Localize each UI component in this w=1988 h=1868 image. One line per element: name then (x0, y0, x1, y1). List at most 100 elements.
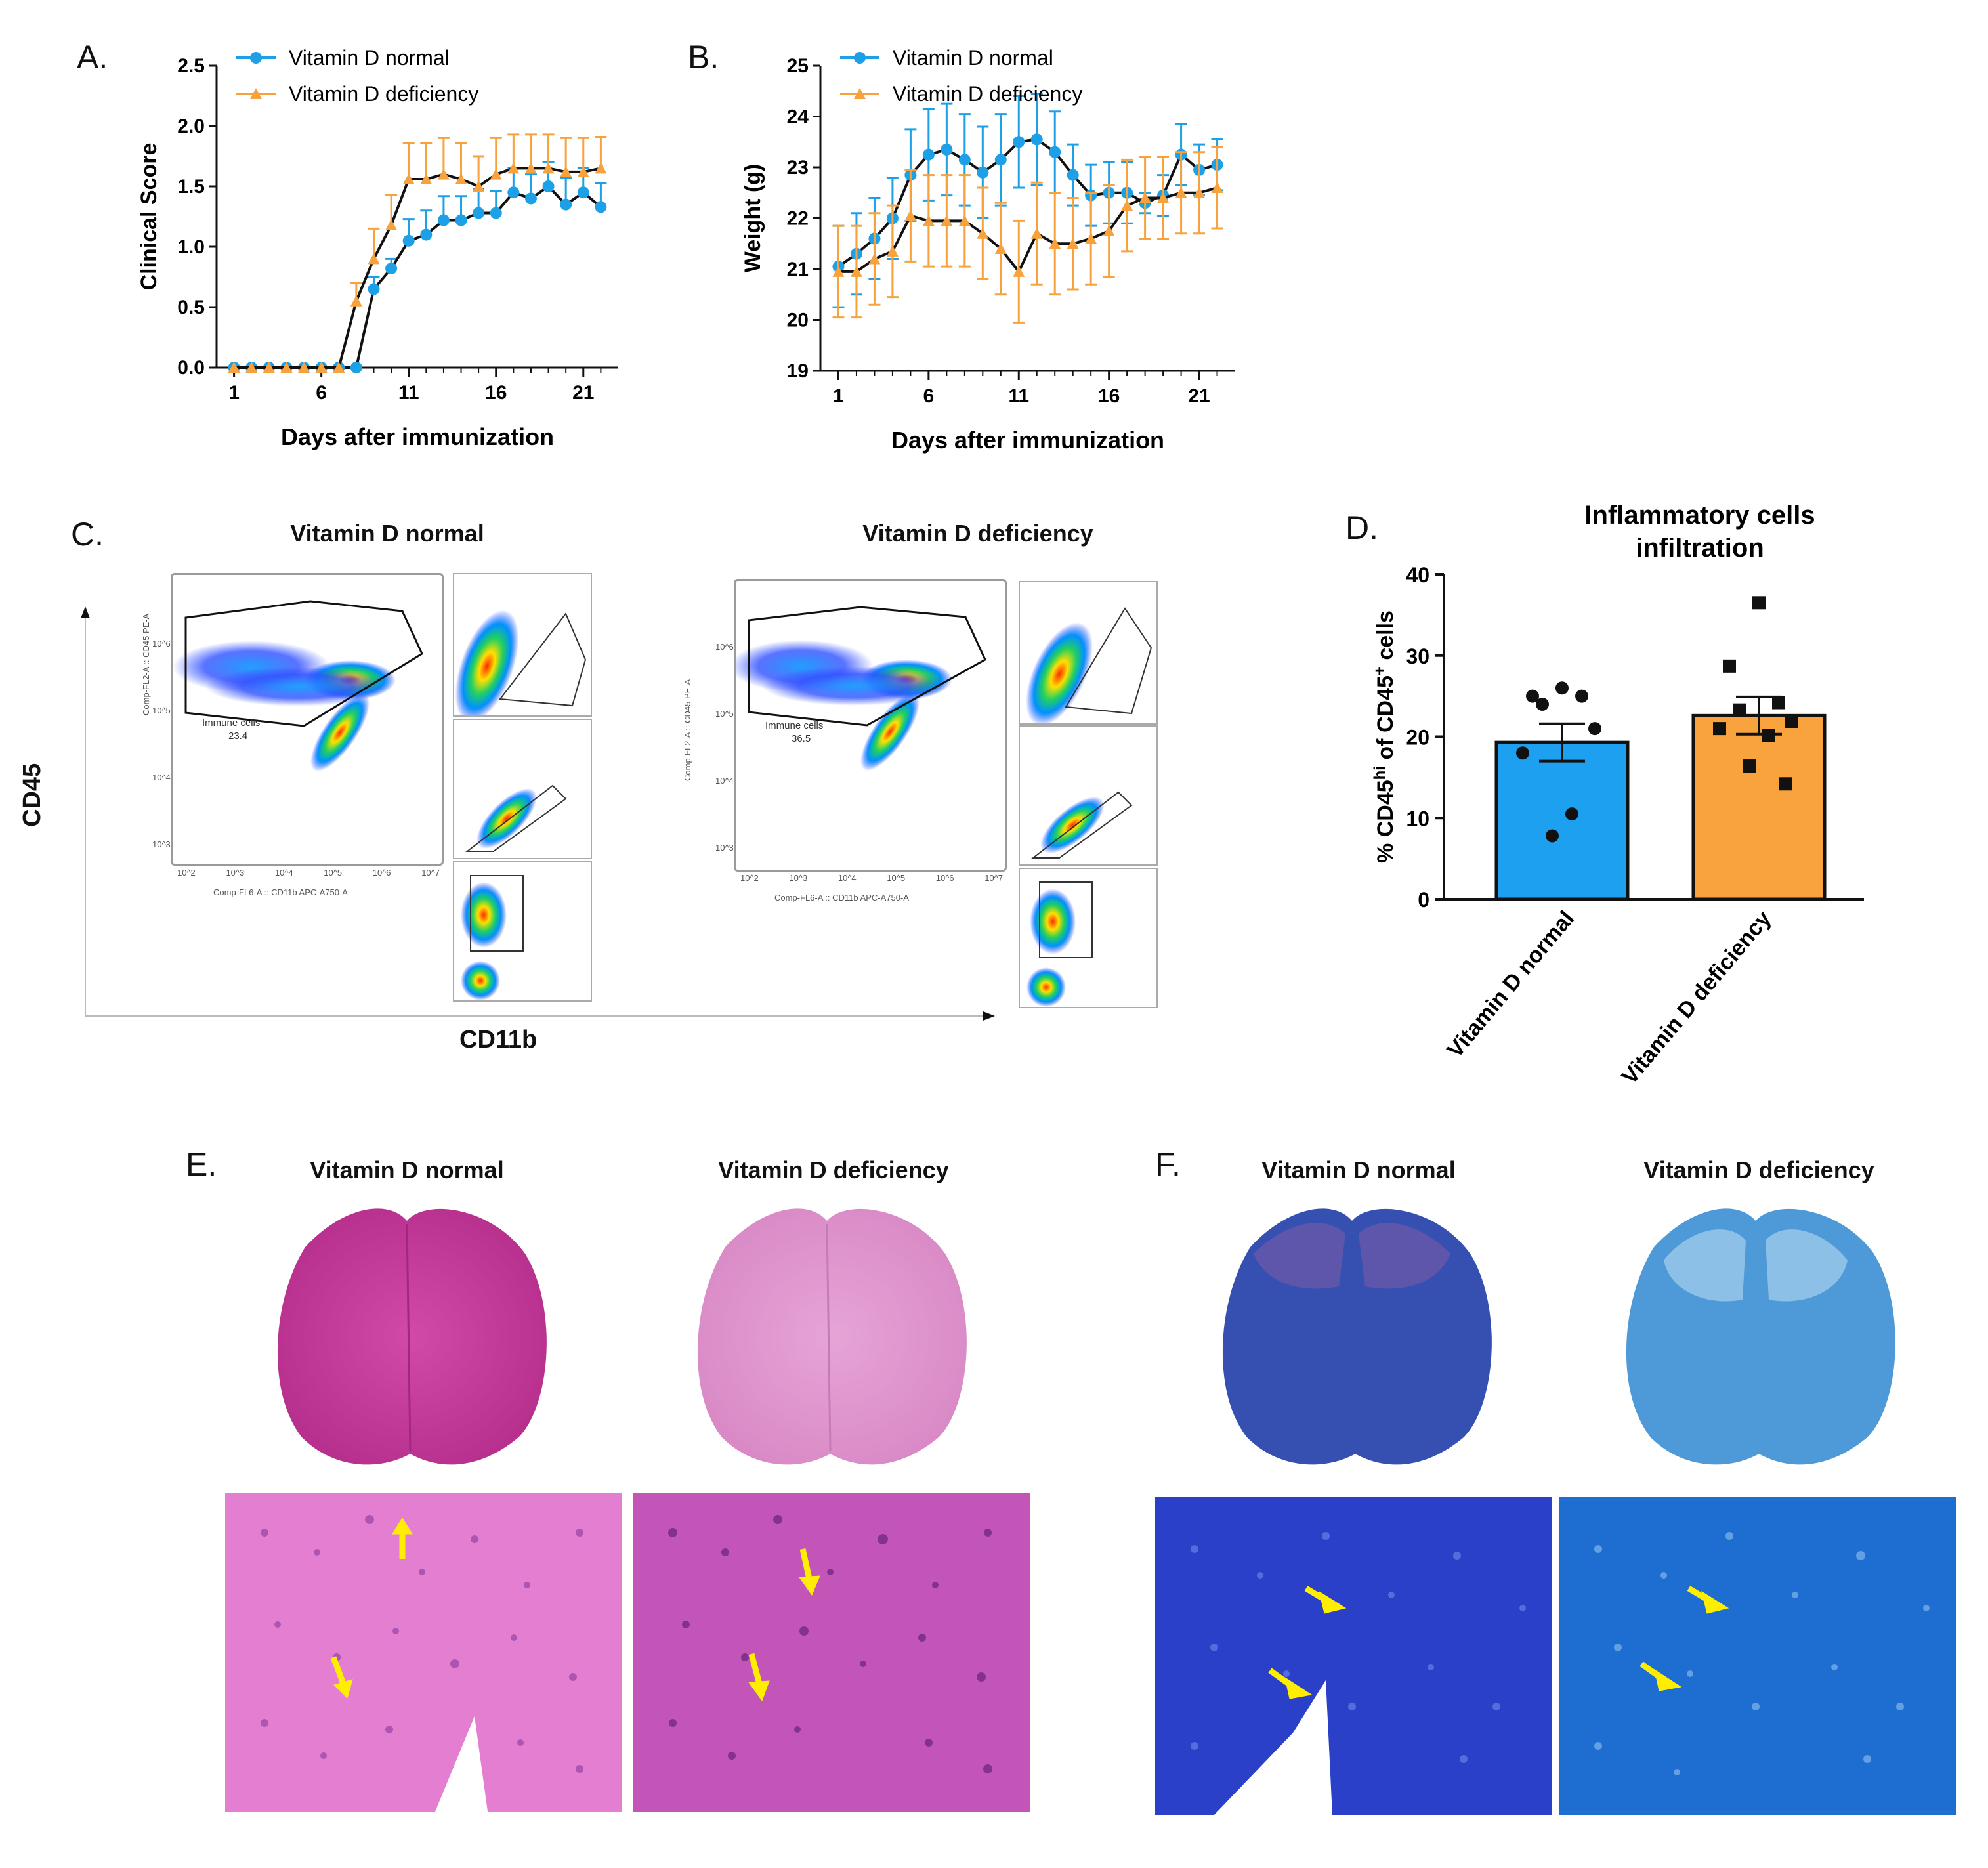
data-point (245, 362, 258, 373)
data-point (577, 165, 589, 177)
gate-plot-deficiency-3 (1019, 868, 1158, 1008)
y-tick-label: 1.5 (177, 176, 205, 198)
data-point (1536, 698, 1549, 711)
x-tick-label: 11 (1008, 385, 1029, 407)
gate-plot-deficiency-1 (1019, 581, 1158, 726)
gate-plot-deficiency-1-drawing (1025, 607, 1153, 726)
y-title-text: % CD45 (1373, 780, 1398, 863)
gate-plot-deficiency-2-drawing (1031, 791, 1133, 859)
y-tick-label: 40 (1406, 563, 1429, 587)
data-point (368, 283, 380, 295)
gate-name-normal: Immune cells (202, 717, 260, 729)
data-point (437, 214, 450, 226)
xtick: 10^4 (837, 873, 857, 883)
data-point (977, 227, 989, 239)
flow-plot-normal: Immune cells 23.4 (171, 573, 444, 866)
y-tick-label: 0.5 (177, 297, 205, 318)
data-point (886, 245, 899, 257)
data-point (507, 186, 520, 199)
data-point (922, 148, 935, 161)
data-point (1762, 729, 1775, 742)
data-point (473, 207, 485, 219)
flow-yticks-normal: 10^6 10^5 10^4 10^3 (152, 610, 171, 878)
y-tick-label: 0 (1418, 888, 1429, 912)
data-point (1049, 238, 1061, 249)
data-point (1516, 746, 1529, 760)
flow-plot-deficiency: Immune cells 36.5 (729, 579, 1007, 872)
data-point (1526, 689, 1539, 703)
lfb-title-deficiency: Vitamin D deficiency (1643, 1157, 1874, 1183)
arrow-icon (799, 1548, 820, 1596)
x-tick-label: 11 (398, 382, 419, 404)
data-point (385, 263, 398, 275)
data-point (994, 154, 1007, 166)
data-point (1193, 186, 1206, 198)
data-point (922, 215, 935, 226)
x-tick-label: 16 (1098, 385, 1120, 407)
series-normal (228, 161, 607, 373)
data-point (1121, 200, 1133, 211)
chart-title-line: infiltration (1636, 534, 1764, 563)
xtick: 10^7 (984, 873, 1003, 883)
data-point (315, 362, 328, 373)
flow-y-axis-label: CD45 (18, 763, 46, 827)
gate-plot-normal-1 (453, 573, 592, 723)
y-tick-label: 22 (787, 208, 809, 230)
gate-plot-deficiency-2 (1019, 725, 1158, 866)
x-axis-title: Days after immunization (891, 427, 1164, 454)
ytick: 10^6 (715, 642, 734, 652)
flow-axis-cd11b (85, 1011, 995, 1021)
data-point (298, 362, 310, 373)
data-point (832, 265, 845, 277)
arrow-icon (1639, 1661, 1682, 1691)
data-point (402, 234, 415, 247)
arrow-icon (1687, 1586, 1729, 1614)
series-deficiency (228, 133, 607, 373)
x-tick-label: 1 (228, 382, 240, 404)
data-point (1555, 681, 1569, 695)
data-point (1030, 227, 1043, 239)
he-section-deficiency (697, 1208, 967, 1465)
y-tick-label: 30 (1406, 645, 1429, 668)
data-point (280, 362, 293, 373)
flow-plot-deficiency-drawing: Immune cells 36.5 (729, 606, 986, 771)
panel-c-label: C. (71, 516, 104, 553)
gate-value-normal: 23.4 (228, 731, 247, 742)
flow-title-deficiency: Vitamin D deficiency (862, 520, 1093, 547)
data-point (1723, 659, 1736, 673)
xtick: 10^3 (789, 873, 808, 883)
y-tick-label: 19 (787, 360, 809, 382)
y-tick-label: 1.0 (177, 236, 205, 258)
legend-marker (250, 88, 262, 99)
y-tick-label: 2.5 (177, 55, 205, 77)
data-point (524, 162, 537, 174)
legend-marker (854, 88, 866, 99)
data-point (577, 186, 589, 199)
flow-cytometry-figure (81, 606, 995, 1021)
panel-b-label: B. (688, 39, 719, 75)
he-zoom-normal (225, 1493, 622, 1812)
data-point (1157, 192, 1170, 203)
data-point (595, 162, 607, 174)
data-point (1546, 829, 1559, 843)
he-zoom-deficiency (633, 1493, 1030, 1812)
x-tick-label: 16 (485, 382, 507, 404)
data-point (524, 192, 537, 205)
data-point (1013, 265, 1025, 277)
xtick: 10^6 (935, 873, 954, 883)
flow-title-normal: Vitamin D normal (290, 520, 484, 547)
flow-x-axis-label: CD11b (459, 1026, 538, 1053)
data-point (228, 362, 240, 373)
data-point (560, 198, 572, 211)
data-point (473, 180, 485, 192)
bar (1494, 740, 1630, 901)
flow-axis-cd45 (81, 606, 90, 1016)
data-point (1030, 133, 1043, 146)
arrow-icon (1304, 1586, 1347, 1614)
data-point (333, 362, 345, 373)
y-tick-label: 20 (1406, 726, 1429, 750)
data-point (1103, 224, 1115, 236)
ytick: 10^5 (152, 706, 171, 715)
y-tick-label: 25 (787, 55, 809, 77)
xtick: 10^5 (887, 873, 906, 883)
